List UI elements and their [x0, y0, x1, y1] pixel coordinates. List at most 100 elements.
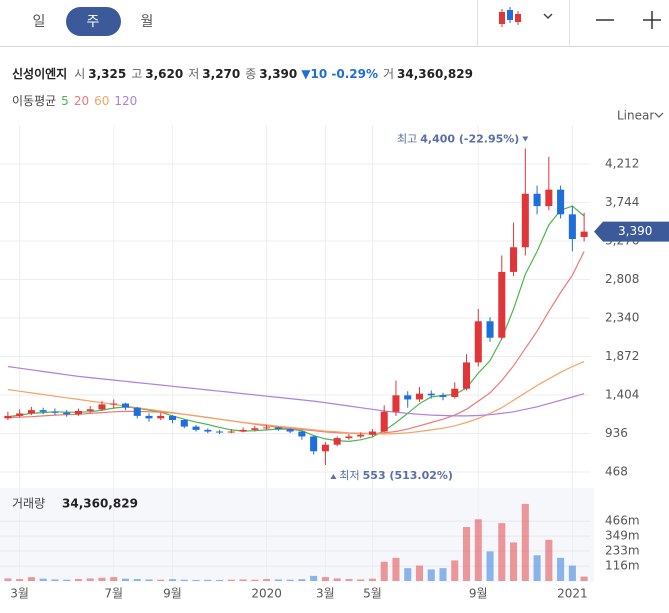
value: 3,390	[259, 67, 297, 81]
candle-body	[63, 412, 71, 415]
volume-bar	[510, 542, 518, 581]
candle-body	[298, 431, 306, 437]
candle-body	[510, 247, 518, 272]
volume-label: 거래량	[12, 497, 45, 511]
ma-line	[7, 251, 585, 435]
value: 34,360,829	[397, 67, 473, 81]
volume-bar	[486, 551, 494, 581]
label: 저	[188, 67, 199, 81]
candle-body	[533, 193, 541, 207]
volume-bar	[545, 539, 553, 581]
candle-body	[227, 431, 235, 433]
x-tick-label: 3월	[10, 587, 29, 601]
candle-body	[545, 189, 553, 207]
stock-name: 신성이엔지	[12, 66, 67, 81]
volume-bar	[415, 565, 424, 581]
candle-body	[4, 415, 12, 419]
candle-body	[357, 434, 365, 437]
candle-body	[415, 393, 424, 400]
candle-body	[74, 410, 82, 415]
volume-bar	[568, 565, 576, 581]
candle-body	[451, 388, 459, 397]
y-tick-label: 1,404	[605, 388, 639, 402]
x-tick-label: 9월	[163, 587, 182, 601]
tab-month[interactable]: 월	[141, 14, 154, 30]
legend-entry: 5	[61, 94, 69, 108]
volume-bar	[86, 578, 94, 581]
zoom-in[interactable]	[643, 11, 661, 29]
volume-bar	[51, 579, 59, 581]
label: 종	[245, 67, 256, 81]
volume-bar	[392, 557, 400, 581]
y-tick-label: 1,872	[605, 349, 639, 363]
volume-bar	[239, 579, 247, 581]
candle-body	[98, 404, 106, 410]
candle-body	[345, 436, 353, 439]
chevron[interactable]	[654, 112, 664, 118]
value: 3,270	[202, 67, 240, 81]
candle-body	[486, 321, 494, 338]
legend-entry: 60	[94, 94, 109, 108]
volume-bar	[227, 579, 235, 581]
tab-day[interactable]: 일	[33, 14, 46, 30]
min-value: 553 (513.02%)	[363, 469, 453, 482]
y-tick-label: 2,808	[605, 272, 639, 286]
volume-bar	[263, 579, 271, 581]
volume-bar	[580, 576, 588, 581]
candle-body	[462, 362, 471, 389]
volume-bar	[427, 569, 435, 581]
volume-bar	[286, 579, 294, 581]
volume-bar	[498, 523, 506, 581]
candle-body	[16, 413, 24, 416]
tab-selected-bg	[66, 7, 121, 36]
candle-body	[521, 193, 529, 248]
candle-body	[474, 321, 482, 363]
tab-week[interactable]: 주	[87, 14, 100, 30]
chart-type-button[interactable]	[499, 7, 521, 27]
volume-bar	[521, 503, 529, 581]
volume-bar	[4, 578, 12, 581]
y2-tick-label: 349m	[605, 529, 640, 543]
volume-bar	[145, 579, 153, 581]
price-tag	[594, 221, 669, 242]
x-tick-label: 9월	[469, 587, 488, 601]
candle-body	[368, 431, 376, 435]
volume-bar	[368, 578, 376, 581]
candle-body	[180, 420, 188, 427]
label: 고	[131, 67, 142, 81]
value: 3,325	[88, 67, 126, 81]
scale-select[interactable]: Linear	[617, 109, 654, 123]
candle-body	[392, 395, 400, 412]
legend-entry: 120	[114, 94, 137, 108]
candle-body	[263, 427, 271, 429]
volume-total: 34,360,829	[62, 497, 138, 511]
candle-body	[321, 444, 329, 452]
volume-bar	[63, 579, 71, 581]
max-annotation: 최고 4,400 (-22.95%)	[397, 133, 519, 146]
quote-line: 신성이엔지 시 3,325 고 3,620 저 3,270 종 3,390 ▼10 -0.29% 거…	[12, 66, 473, 81]
volume-bar	[333, 578, 341, 581]
x-tick-label: 2021	[557, 587, 588, 601]
candle-body	[380, 411, 388, 432]
candle-body	[580, 231, 588, 237]
y-tick-label: 468	[605, 465, 628, 479]
candle-body	[86, 409, 94, 411]
value: 3,620	[145, 67, 183, 81]
volume-bar	[98, 577, 106, 581]
price-tag-label: 3,390	[618, 224, 652, 238]
min-label: 최저	[339, 469, 359, 482]
y-tick-label: 2,340	[605, 310, 639, 324]
y2-tick-label: 116m	[605, 559, 640, 573]
ma-line	[7, 205, 585, 443]
volume-bar	[74, 579, 82, 581]
volume-bar	[192, 579, 200, 581]
volume-bar	[321, 577, 329, 581]
volume-bar	[439, 568, 447, 581]
candle-body	[27, 410, 35, 414]
candle-body	[121, 403, 130, 408]
candle-body	[110, 403, 118, 405]
chevron[interactable]	[543, 13, 553, 20]
candle-body	[204, 429, 212, 432]
volume-bar	[157, 579, 165, 581]
